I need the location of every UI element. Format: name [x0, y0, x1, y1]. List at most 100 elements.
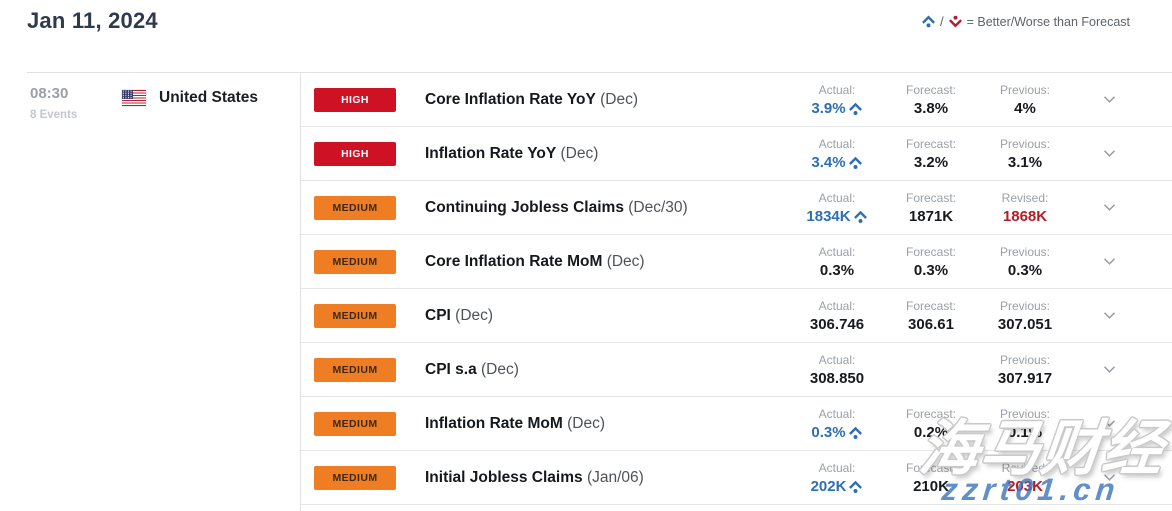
value-column: Revised: 1868K	[978, 191, 1072, 225]
value-label: Forecast:	[905, 244, 956, 259]
value-label: Forecast:	[905, 190, 956, 205]
importance-badge: MEDIUM	[314, 303, 396, 328]
event-row[interactable]: MEDIUM Continuing Jobless Claims (Dec/30…	[301, 181, 1172, 235]
legend: / = Better/Worse than Forecast	[921, 14, 1130, 29]
value-label: Forecast:	[905, 406, 956, 421]
event-time: 08:30	[30, 85, 69, 102]
event-name: Continuing Jobless Claims	[425, 198, 624, 216]
value-better: 3.9%	[790, 100, 884, 117]
value-label: Actual:	[818, 460, 856, 475]
value-label: Previous:	[999, 298, 1051, 313]
value-column: Forecast: 0.3%	[884, 245, 978, 279]
chevron-down-icon	[1103, 150, 1116, 157]
event-period: (Dec)	[481, 360, 519, 378]
worse-than-forecast-icon	[948, 14, 963, 29]
event-period: (Dec/30)	[628, 198, 688, 216]
value-normal: 306.61	[908, 315, 954, 333]
better-than-forecast-icon	[848, 156, 862, 169]
value-label: Previous:	[999, 136, 1051, 151]
value-normal: 210K	[913, 477, 949, 495]
value-column: Actual: 0.3%	[790, 245, 884, 279]
better-than-forecast-icon	[853, 210, 867, 223]
value-column: Actual: 1834K	[790, 191, 884, 225]
importance-badge: HIGH	[314, 141, 396, 166]
value-column: Actual: 0.3%	[790, 407, 884, 441]
value-label: Actual:	[818, 406, 856, 421]
country-name: United States	[159, 89, 259, 106]
event-row[interactable]: MEDIUM Initial Jobless Claims (Jan/06) A…	[301, 451, 1172, 505]
expand-row-button[interactable]	[1072, 365, 1172, 374]
value-label: Forecast:	[905, 136, 956, 151]
value-column: Forecast: 210K	[884, 461, 978, 495]
economic-calendar: 08:30 8 Events United States HIGH Core I…	[27, 72, 1172, 511]
value-normal: 307.917	[997, 369, 1053, 387]
value-column: Actual: 306.746	[790, 299, 884, 333]
better-than-forecast-icon	[848, 102, 862, 115]
value-normal: 308.850	[809, 369, 865, 387]
country-block[interactable]: United States	[122, 89, 258, 107]
better-than-forecast-icon	[849, 480, 863, 493]
chevron-down-icon	[1103, 258, 1116, 265]
value-normal: 306.746	[809, 315, 865, 333]
value-normal: 3.1%	[1007, 153, 1043, 171]
value-normal: 0.2%	[913, 423, 949, 441]
better-than-forecast-icon	[921, 14, 936, 29]
event-row[interactable]: MEDIUM Core Inflation Rate MoM (Dec) Act…	[301, 235, 1172, 289]
value-label: Forecast:	[905, 460, 956, 475]
event-name: CPI	[425, 306, 451, 324]
value-label: Actual:	[818, 298, 856, 313]
chevron-down-icon	[1103, 312, 1116, 319]
event-row[interactable]: HIGH Inflation Rate YoY (Dec) Actual: 3.4…	[301, 127, 1172, 181]
expand-row-button[interactable]	[1072, 149, 1172, 158]
legend-separator: /	[939, 14, 944, 29]
event-name: Core Inflation Rate MoM	[425, 252, 603, 270]
value-label: Forecast:	[905, 82, 956, 97]
value-label: Previous:	[999, 406, 1051, 421]
value-better: 0.3%	[790, 424, 884, 441]
value-label: Actual:	[818, 352, 856, 367]
expand-row-button[interactable]	[1072, 95, 1172, 104]
value-normal: 0.3%	[819, 261, 855, 279]
value-column: Forecast: 0.2%	[884, 407, 978, 441]
value-column: Actual: 3.4%	[790, 137, 884, 171]
event-name: Inflation Rate YoY	[425, 144, 557, 162]
value-normal: 0.3%	[913, 261, 949, 279]
event-period: (Dec)	[606, 252, 645, 270]
event-period: (Dec)	[455, 306, 494, 324]
event-rows: HIGH Core Inflation Rate YoY (Dec) Actua…	[301, 73, 1172, 511]
value-label: Revised:	[1001, 460, 1049, 475]
expand-row-button[interactable]	[1072, 419, 1172, 428]
chevron-down-icon	[1103, 204, 1116, 211]
value-better: 3.4%	[790, 154, 884, 171]
legend-text: = Better/Worse than Forecast	[966, 14, 1130, 29]
expand-row-button[interactable]	[1072, 311, 1172, 320]
value-better: 1834K	[790, 208, 884, 225]
better-than-forecast-icon	[848, 426, 862, 439]
value-label: Actual:	[818, 82, 856, 97]
chevron-down-icon	[1103, 96, 1116, 103]
value-better: 202K	[790, 478, 884, 495]
event-period: (Dec)	[567, 414, 605, 432]
expand-row-button[interactable]	[1072, 473, 1172, 482]
date-title: Jan 11, 2024	[27, 8, 158, 33]
time-country-column: 08:30 8 Events United States	[27, 73, 301, 511]
importance-badge: HIGH	[314, 87, 396, 112]
event-row[interactable]: MEDIUM Inflation Rate MoM (Dec) Actual: 0…	[301, 397, 1172, 451]
event-name: Inflation Rate MoM	[425, 414, 563, 432]
value-column: Previous: 0.1%	[978, 407, 1072, 441]
event-row[interactable]: MEDIUM CPI (Dec) Actual: 306.746 Forecast:…	[301, 289, 1172, 343]
value-label: Actual:	[818, 136, 856, 151]
event-name: CPI s.a	[425, 360, 477, 378]
chevron-down-icon	[1103, 420, 1116, 427]
expand-row-button[interactable]	[1072, 203, 1172, 212]
value-column: Forecast: 306.61	[884, 299, 978, 333]
event-period: (Dec)	[600, 90, 639, 108]
event-row[interactable]: HIGH Core Inflation Rate YoY (Dec) Actua…	[301, 73, 1172, 127]
expand-row-button[interactable]	[1072, 257, 1172, 266]
value-normal: 1871K	[908, 207, 954, 225]
value-column: Actual: 202K	[790, 461, 884, 495]
value-label: Previous:	[999, 244, 1051, 259]
event-row[interactable]: MEDIUM CPI s.a (Dec) Actual: 308.850 Previ…	[301, 343, 1172, 397]
value-normal: 0.3%	[1007, 261, 1043, 279]
value-label: Forecast:	[905, 298, 956, 313]
